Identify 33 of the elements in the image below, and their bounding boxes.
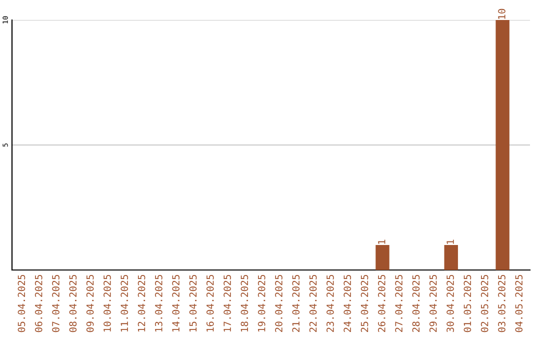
x-tick-label: 21.04.2025 — [292, 274, 300, 332]
x-tick-label: 24.04.2025 — [344, 274, 352, 332]
x-tick-label: 20.04.2025 — [275, 274, 282, 332]
x-tick-label: 14.04.2025 — [172, 274, 180, 332]
x-tick-label: 26.04.2025 — [378, 274, 386, 332]
x-tick-label: 10.04.2025 — [104, 274, 111, 332]
x-tick-label: 16.04.2025 — [206, 274, 214, 332]
x-tick-label: 25.04.2025 — [360, 274, 368, 332]
x-tick-label: 15.04.2025 — [189, 274, 197, 332]
data-label: 1 — [378, 240, 386, 244]
x-tick-label: 27.04.2025 — [395, 274, 402, 332]
x-tick-label: 01.05.2025 — [464, 274, 472, 332]
x-tick-label: 05.04.2025 — [18, 274, 26, 332]
x-tick-label: 18.04.2025 — [240, 274, 248, 332]
data-label: 1 — [446, 240, 454, 244]
x-tick-label: 23.04.2025 — [326, 274, 334, 332]
x-tick-label: 06.04.2025 — [34, 274, 42, 332]
x-tick-label: 03.05.2025 — [498, 274, 506, 332]
x-tick-label: 04.05.2025 — [515, 274, 523, 332]
x-tick-label: 29.04.2025 — [429, 274, 437, 332]
x-tick-label: 30.04.2025 — [446, 274, 454, 332]
x-tick-label: 12.04.2025 — [138, 274, 146, 332]
x-tick-label: 11.04.2025 — [120, 274, 128, 332]
x-tick-label: 22.04.2025 — [309, 274, 317, 332]
x-tick-label: 19.04.2025 — [258, 274, 266, 332]
x-tick-label: 07.04.2025 — [52, 274, 60, 332]
x-tick-label: 13.04.2025 — [155, 274, 162, 332]
x-tick-label: 02.05.2025 — [480, 274, 488, 332]
x-tick-label: 08.04.2025 — [69, 274, 77, 332]
x-tick-label: 17.04.2025 — [224, 274, 231, 332]
x-tick-label: 28.04.2025 — [412, 274, 420, 332]
data-label: 10 — [498, 8, 506, 19]
x-tick-label: 09.04.2025 — [86, 274, 94, 332]
